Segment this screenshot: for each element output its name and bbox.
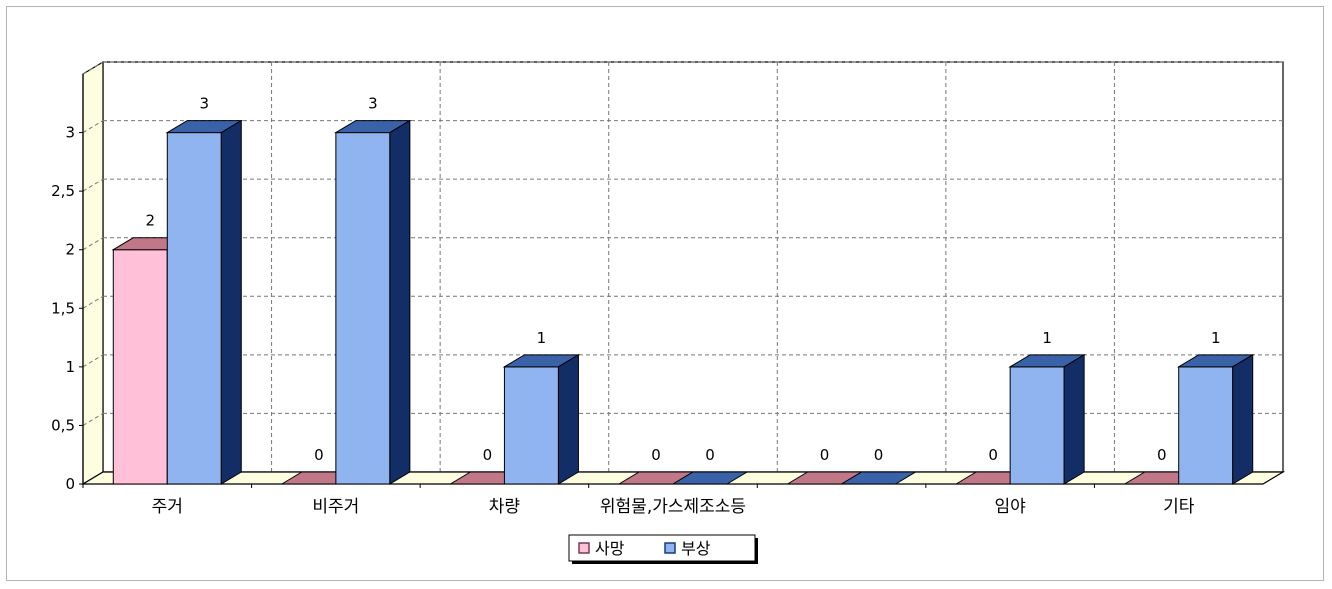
data-label-death: 0 — [314, 446, 324, 464]
legend-swatch-death — [578, 542, 590, 554]
bar-injury-top — [671, 471, 749, 485]
data-label-injury: 1 — [1042, 329, 1052, 347]
y-tick-label: 0 — [65, 475, 75, 493]
category-label: 위험물,가스제조소등 — [600, 497, 746, 517]
data-label-injury: 0 — [874, 446, 884, 464]
legend-label-death: 사망 — [595, 539, 625, 558]
grid-line-side — [82, 295, 104, 309]
y-tick-label: 1 — [65, 358, 75, 376]
category-label: 차량 — [489, 497, 521, 517]
data-label-injury: 3 — [368, 95, 378, 113]
grid-line-side — [82, 237, 104, 251]
back-wall — [102, 61, 1284, 473]
grid-line-side — [82, 412, 104, 426]
legend-box — [568, 534, 756, 562]
data-label-death: 0 — [651, 446, 661, 464]
grid-line-side — [82, 178, 104, 192]
category-label: 기타 — [1163, 497, 1195, 517]
bar-injury-side — [557, 353, 579, 485]
data-label-death: 0 — [988, 446, 998, 464]
grid-line-side — [82, 120, 104, 134]
data-label-injury: 1 — [1211, 329, 1221, 347]
data-label-death: 0 — [1157, 446, 1167, 464]
y-tick-label: 0,5 — [51, 416, 75, 434]
data-label-injury: 1 — [537, 329, 547, 347]
bar-injury — [671, 471, 749, 485]
bar-injury-side — [1063, 353, 1085, 485]
bars — [111, 119, 1255, 485]
bar-injury-top — [839, 471, 918, 485]
category-label: 비주거 — [312, 497, 359, 517]
grid-line-side — [82, 354, 104, 368]
grid-line-side — [82, 61, 104, 75]
bar-injury — [1176, 353, 1255, 485]
bar-injury-front — [335, 132, 391, 485]
bar-injury-front — [166, 132, 222, 485]
bar-death-front — [112, 249, 168, 485]
data-label-injury: 3 — [200, 95, 210, 113]
y-axis-ticks: 0 0,5 1 1,5 2 2,5 3 — [51, 74, 84, 493]
bar-injury — [502, 353, 581, 485]
bar-injury-front — [503, 366, 559, 485]
bar-injury — [165, 119, 244, 485]
chart-frame: 2 3 0 3 0 1 0 0 0 0 0 1 0 1 0 0,5 1 1,5 2 2,5 3 주거 비주거 차량 위험물,… — [6, 6, 1324, 581]
bar-injury-side — [1232, 353, 1254, 485]
bar-injury-side — [220, 119, 242, 485]
data-label-death: 0 — [820, 446, 830, 464]
side-wall — [82, 60, 104, 486]
bar-chart: 2 3 0 3 0 1 0 0 0 0 0 1 0 1 0 0,5 1 1,5 2 2,5 3 주거 비주거 차량 위험물,… — [51, 60, 1286, 564]
category-label: 주거 — [152, 497, 183, 517]
category-labels: 주거 비주거 차량 위험물,가스제조소등 임야 기타 — [82, 484, 1195, 517]
bar-injury-front — [1178, 366, 1234, 485]
chart-background — [82, 60, 1284, 486]
bar-injury-front — [1009, 366, 1065, 485]
data-labels: 2 3 0 3 0 1 0 0 0 0 0 1 0 1 — [146, 95, 1221, 464]
y-tick-label: 2 — [65, 241, 75, 259]
y-tick-label: 3 — [65, 124, 75, 142]
grid-lines — [82, 61, 1283, 472]
data-label-injury: 0 — [705, 446, 715, 464]
legend: 사망 부상 — [568, 534, 758, 564]
legend-label-injury: 부상 — [681, 539, 711, 558]
bar-injury — [1008, 353, 1086, 485]
category-label: 임야 — [995, 497, 1027, 517]
data-label-death: 0 — [483, 446, 493, 464]
legend-swatch-injury — [664, 542, 676, 554]
data-label-death: 2 — [146, 212, 156, 230]
y-tick-label: 2,5 — [51, 182, 75, 200]
bar-injury — [839, 471, 918, 485]
y-tick-label: 1,5 — [51, 299, 75, 317]
bar-injury — [334, 119, 412, 485]
bar-injury-side — [389, 119, 411, 485]
